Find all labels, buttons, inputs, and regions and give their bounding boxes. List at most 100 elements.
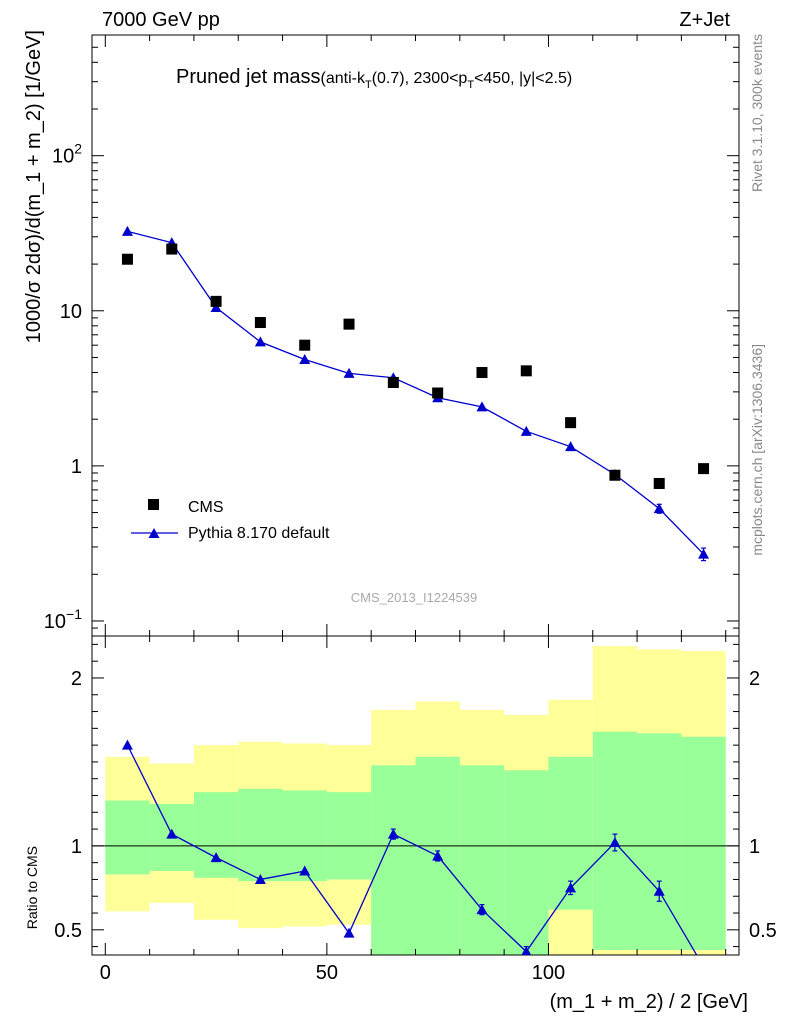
band-inner-bin [637, 733, 682, 950]
band-inner-bin [504, 770, 549, 955]
band-inner-bin [238, 788, 283, 882]
x-tick-label: 0 [100, 962, 111, 984]
ratio-point [210, 852, 222, 863]
cms-point [609, 469, 621, 481]
cms-point [166, 243, 178, 255]
cms-point [653, 477, 665, 489]
energy-label: 7000 GeV pp [102, 9, 220, 31]
ratio-point [166, 828, 178, 839]
y-tick-label-exponent: −1 [66, 606, 82, 622]
mc-point [210, 301, 222, 312]
plot-title-sub-1: (anti-k [321, 70, 366, 87]
ratio-point [653, 885, 665, 896]
ratio-y-tick-label: 2 [71, 668, 82, 690]
ratio-y-tick-label-right: 0.5 [749, 920, 777, 942]
band-inner-bin [371, 765, 416, 955]
ratio-point [432, 850, 444, 861]
ratio-point [609, 837, 621, 848]
ratio-point [387, 828, 399, 839]
ratio-uncertainty-band-inner [105, 731, 726, 955]
mc-point [653, 503, 665, 514]
rivet-version-label: Rivet 3.1.10, 300k events [749, 34, 765, 192]
y-tick-label: 1 [71, 456, 82, 478]
band-inner-bin [681, 736, 726, 950]
y-tick-label: 102 [52, 141, 82, 168]
ratio-y-tick-label: 1 [71, 836, 82, 858]
y-tick-label-base: 10 [44, 611, 66, 633]
ratio-point [521, 946, 532, 955]
mc-point [520, 425, 532, 436]
ratio-axis-ticks [92, 636, 739, 955]
legend-cms-label: CMS [188, 499, 224, 516]
y-tick-label: 10−1 [44, 606, 82, 633]
ratio-y-tick-label-right: 2 [749, 668, 760, 690]
ratio-point [565, 882, 577, 893]
band-inner-bin [326, 792, 372, 880]
plot-title-main: Pruned jet mass [176, 66, 321, 88]
y-tick-label-exponent: 2 [74, 141, 82, 157]
legend-mc-label: Pythia 8.170 default [188, 525, 330, 542]
band-inner-bin [459, 765, 505, 955]
cms-point [698, 463, 710, 475]
process-label: Z+Jet [679, 9, 730, 31]
cms-point [254, 317, 266, 329]
mc-point [254, 336, 266, 347]
ratio-point [343, 927, 355, 938]
legend-mc-marker [148, 528, 160, 538]
cms-point [210, 295, 222, 307]
ratio-mc-markers [121, 739, 709, 971]
mcplots-label: mcplots.cern.ch [arXiv:1306.3436] [749, 344, 765, 556]
y-tick-label-base: 10 [52, 146, 74, 168]
band-inner-bin [193, 792, 239, 878]
ratio-point [299, 865, 311, 876]
mc-point [121, 225, 133, 236]
mc-point [698, 548, 710, 559]
cms-data-markers [121, 243, 710, 489]
band-inner-bin [105, 800, 150, 875]
cms-point [520, 365, 532, 377]
ratio-curve [126, 744, 698, 955]
y-tick-label-base: 1 [71, 456, 82, 478]
cms-point [121, 253, 133, 265]
plot-title: Pruned jet mass(anti-kT(0.7), 2300<pT<45… [176, 66, 572, 91]
mc-curve [127, 230, 705, 555]
ratio-y-axis-label: Ratio to CMS [24, 846, 40, 929]
cms-point [476, 366, 488, 378]
y-tick-label: 10 [60, 301, 82, 323]
legend-cms-marker [148, 499, 159, 510]
x-tick-label: 50 [316, 962, 338, 984]
mc-point [343, 367, 355, 378]
x-tick-label: 100 [532, 962, 565, 984]
ratio-point [121, 739, 133, 750]
analysis-id-watermark: CMS_2013_I1224539 [351, 590, 478, 605]
ratio-point [698, 961, 709, 971]
main-axis-ticks [92, 34, 739, 637]
mc-point [299, 354, 311, 365]
ratio-point [254, 873, 266, 884]
cms-point [343, 318, 355, 330]
plot-title-sub-5: <450, |y|<2.5) [474, 70, 572, 87]
cms-point [565, 417, 577, 429]
ratio-y-tick-label-right: 1 [749, 836, 760, 858]
plot-title-sub-3: (0.7), 2300<p [372, 70, 468, 87]
ratio-y-tick-label: 0.5 [54, 920, 82, 942]
mc-point [565, 441, 577, 452]
plot-title-sub-2: T [365, 79, 372, 91]
plot-title-sub-4: T [467, 79, 474, 91]
ratio-mc-line [126, 744, 698, 955]
legend: CMS Pythia 8.170 default [131, 499, 330, 542]
y-tick-label-base: 10 [60, 301, 82, 323]
cms-point [299, 339, 311, 351]
ratio-point [476, 904, 488, 915]
mc-point [476, 401, 488, 412]
mc-series-markers [121, 225, 710, 562]
x-axis-label: (m_1 + m_2) / 2 [GeV] [550, 991, 748, 1013]
cms-point [387, 376, 399, 388]
mc-series-line [127, 230, 705, 555]
main-plot-frame [91, 34, 740, 637]
ratio-tick-labels: 0.5 0.5 1 1 2 2 0 50 100 [54, 668, 777, 984]
cms-point [432, 387, 444, 399]
main-y-axis-label: 1000/σ 2dσ)/d(m_1 + m_2) [1/GeV] [23, 30, 45, 343]
